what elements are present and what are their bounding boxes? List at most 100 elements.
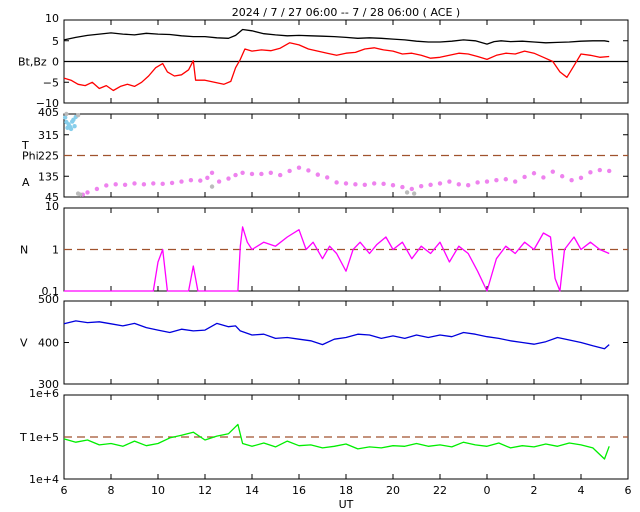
x-tick-label: 10 (151, 484, 165, 497)
data-point-phi (306, 168, 311, 173)
data-point-phi (578, 175, 584, 181)
y-tick-label: −10 (36, 97, 59, 110)
data-point-phi (607, 168, 612, 174)
x-tick-label: 4 (578, 484, 585, 497)
series-line-v (63, 320, 610, 350)
y-tick-label: 45 (45, 191, 59, 204)
data-point-phi (113, 182, 118, 187)
y-tick-label: 1 (52, 244, 59, 257)
data-point-phi (381, 181, 386, 187)
x-tick-label: 0 (484, 484, 491, 497)
y-tick-label: 5 (52, 35, 59, 48)
data-point-phi (447, 179, 452, 184)
x-tick-label: 16 (292, 484, 306, 497)
y-tick-label: 10 (45, 12, 59, 25)
data-point-phi (249, 171, 255, 177)
data-point-phi (233, 172, 238, 178)
data-point-phi (588, 170, 593, 175)
data-point-phi (466, 183, 471, 188)
data-point-phi (209, 170, 215, 175)
y-tick-label: 225 (38, 150, 59, 163)
y-tick-label: 500 (38, 293, 59, 306)
data-point-phi (437, 181, 443, 186)
data-point-phi (179, 179, 184, 184)
data-point-phi (484, 179, 490, 184)
y-tick-label: 405 (38, 106, 59, 119)
data-point-t (62, 115, 68, 120)
data-point-phi (419, 183, 424, 189)
x-axis-label: UT (339, 498, 354, 511)
data-point-phi-gray (78, 192, 83, 197)
y-axis-label-phi: Phi (22, 150, 39, 163)
y-axis-label: Bt,Bz (18, 56, 47, 69)
data-point-phi-gray (64, 111, 69, 117)
data-point-phi (132, 181, 137, 186)
y-tick-label: 1e+6 (29, 387, 59, 400)
data-point-phi (141, 182, 147, 187)
chart-panels: 1050−5−10Bt,Bz40531522513545TPhiA1010.1N… (18, 12, 632, 497)
data-point-phi (428, 182, 433, 187)
data-point-phi (569, 177, 574, 183)
series-line-bt (63, 28, 610, 45)
data-point-phi (456, 182, 461, 187)
data-point-t (72, 124, 77, 129)
data-point-phi (315, 172, 320, 177)
data-point-phi-gray (411, 191, 417, 196)
data-point-phi (372, 181, 377, 186)
data-point-phi (268, 170, 273, 175)
data-point-phi (494, 177, 499, 183)
y-axis-label-a: A (22, 176, 30, 189)
data-point-phi (160, 181, 165, 187)
data-point-phi (475, 180, 480, 185)
data-point-phi (205, 175, 210, 181)
data-point-phi-gray (209, 184, 215, 189)
y-tick-label: 315 (38, 129, 59, 142)
data-point-phi (85, 190, 90, 195)
data-point-phi (188, 177, 194, 183)
y-tick-label: 135 (38, 170, 59, 183)
y-axis-label: T (19, 431, 27, 444)
data-point-phi (104, 183, 109, 188)
y-tick-label: 10 (45, 200, 59, 213)
y-tick-label: 0 (52, 56, 59, 69)
x-axis-ticks: 6 8 10 12 14 16 18 20 22 0 2 4 6 (61, 484, 632, 497)
series-line-n (64, 226, 610, 292)
series-line-bz (63, 42, 610, 92)
data-point-phi (409, 186, 414, 192)
series-line-t (63, 423, 610, 460)
data-point-phi (240, 170, 245, 175)
data-point-phi-gray (404, 190, 410, 195)
magnetic-field-panel: 10 5 0 −5 −10 Bt,Bz (18, 12, 629, 110)
data-point-phi (597, 167, 602, 173)
speed-panel: 500 400 300 V (20, 293, 629, 391)
x-tick-label: 22 (433, 484, 447, 497)
x-tick-label: 20 (386, 484, 400, 497)
x-tick-label: 18 (339, 484, 353, 497)
temperature-panel: 1e+6 1e+5 1e+4 T (19, 387, 629, 486)
data-point-phi (541, 175, 546, 180)
y-axis-label-t: T (21, 139, 29, 152)
data-point-phi-gray (75, 112, 81, 118)
data-point-phi (353, 182, 358, 187)
data-point-phi (503, 177, 508, 182)
y-tick-label: 300 (38, 378, 59, 391)
data-point-phi (94, 186, 100, 192)
y-tick-label: −5 (43, 76, 59, 89)
data-point-phi (362, 182, 367, 187)
y-tick-label: 1e+5 (29, 431, 59, 444)
y-axis-label: V (20, 337, 28, 350)
y-axis-label: N (20, 244, 28, 257)
data-point-phi (513, 179, 518, 184)
data-point-t (68, 126, 74, 132)
data-point-phi (278, 172, 283, 178)
data-point-phi (334, 180, 339, 185)
data-point-phi (198, 178, 203, 183)
data-point-phi (216, 179, 222, 184)
data-point-phi (259, 171, 264, 177)
x-tick-label: 6 (61, 484, 68, 497)
y-tick-label: 1e+4 (29, 473, 59, 486)
data-point-phi (531, 171, 537, 176)
data-point-phi (296, 165, 302, 170)
